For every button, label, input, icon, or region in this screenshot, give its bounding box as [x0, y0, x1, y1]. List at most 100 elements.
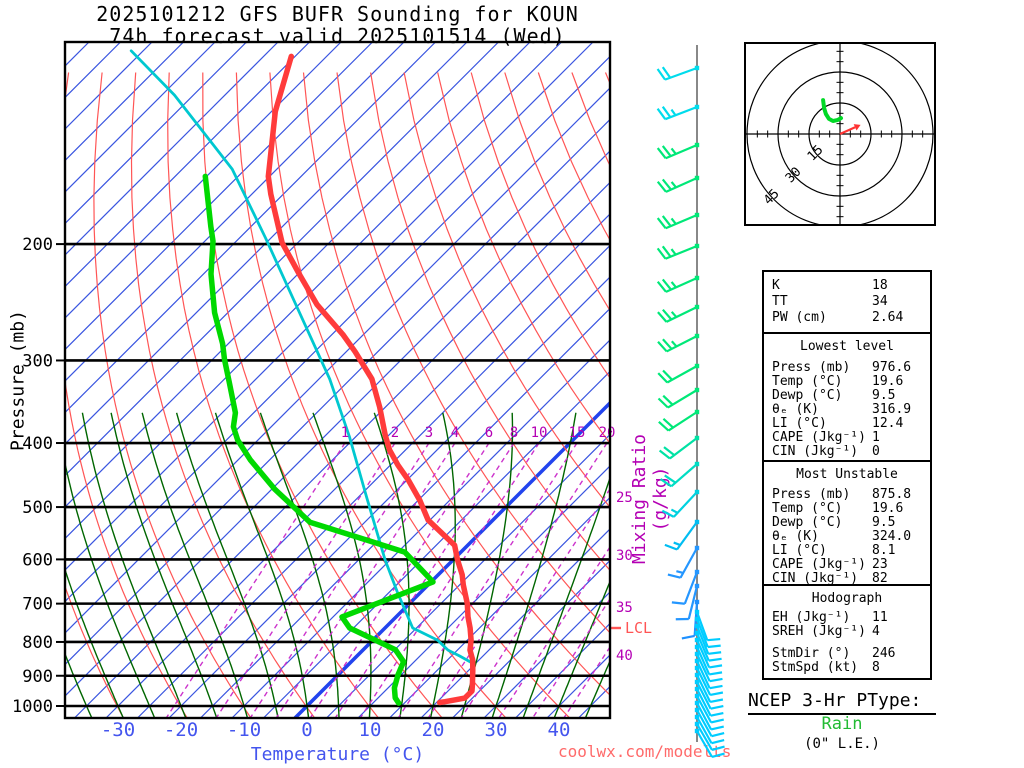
stat-value: 0	[872, 444, 880, 459]
table-row: Dewp (°C) 9.5	[764, 388, 930, 403]
stat-value: 8.1	[872, 543, 896, 558]
svg-text:-20: -20	[164, 719, 198, 741]
svg-text:2: 2	[391, 425, 399, 441]
stat-label: Dewp (°C)	[772, 515, 843, 530]
stat-value: 82	[872, 571, 888, 586]
stat-label: Temp (°C)	[772, 374, 843, 389]
watermark-url: coolwx.com/modelts	[558, 742, 732, 761]
table-row: StmSpd (kt) 8	[764, 660, 930, 675]
stat-value: 19.6	[872, 374, 904, 389]
panel-title: Most Unstable	[796, 467, 898, 482]
svg-text:3: 3	[425, 425, 433, 441]
svg-text:8: 8	[510, 425, 518, 441]
table-row: K 18	[764, 278, 930, 293]
stat-value: 4	[872, 624, 880, 639]
table-row: SREH (Jkg⁻¹) 4	[764, 624, 930, 639]
stat-value: 246	[872, 646, 896, 661]
table-row: θₑ (K) 316.9	[764, 402, 930, 417]
svg-text:600: 600	[22, 550, 53, 570]
stat-label: CIN (Jkg⁻¹)	[772, 444, 859, 459]
table-row: Temp (°C) 19.6	[764, 374, 930, 389]
stat-label: θₑ (K)	[772, 402, 819, 417]
stat-value: 8	[872, 660, 880, 675]
stat-value: 976.6	[872, 360, 912, 375]
ptype-title: NCEP 3-Hr PType:	[748, 690, 936, 715]
table-row: TT 34	[764, 294, 930, 309]
svg-text:4: 4	[451, 425, 459, 441]
table-row: CAPE (Jkg⁻¹) 1	[764, 430, 930, 445]
index-label: TT	[772, 294, 788, 309]
svg-text:15: 15	[569, 425, 586, 441]
hodograph-stats-panel: Hodograph EH (Jkg⁻¹) 11 SREH (Jkg⁻¹) 4 Stm…	[762, 584, 932, 680]
index-label: K	[772, 278, 780, 293]
svg-text:40: 40	[616, 648, 633, 664]
table-row: CAPE (Jkg⁻¹) 23	[764, 557, 930, 572]
stat-value: 23	[872, 557, 888, 572]
table-row: LI (°C) 12.4	[764, 416, 930, 431]
stat-value: 9.5	[872, 515, 896, 530]
svg-text:400: 400	[22, 434, 53, 454]
stat-label: CAPE (Jkg⁻¹)	[772, 430, 866, 445]
svg-text:10: 10	[531, 425, 548, 441]
stat-value: 1	[872, 430, 880, 445]
lowest-level-panel: Lowest level Press (mb) 976.6 Temp (°C) 19…	[762, 332, 932, 464]
svg-text:40: 40	[548, 719, 571, 741]
table-row: Press (mb) 976.6	[764, 360, 930, 375]
ptype-value: Rain	[821, 714, 863, 734]
most-unstable-panel: Most Unstable Press (mb) 875.8 Temp (°C) 1…	[762, 460, 932, 588]
table-row: θₑ (K) 324.0	[764, 529, 930, 544]
panel-title: Lowest level	[800, 339, 894, 354]
stat-label: StmDir (°)	[772, 646, 851, 661]
table-row: CIN (Jkg⁻¹) 82	[764, 571, 930, 586]
svg-text:500: 500	[22, 498, 53, 518]
stat-value: 9.5	[872, 388, 896, 403]
stat-label: LI (°C)	[772, 543, 827, 558]
svg-text:20: 20	[599, 425, 616, 441]
table-row: Temp (°C) 19.6	[764, 501, 930, 516]
stat-label: Press (mb)	[772, 487, 851, 502]
svg-text:700: 700	[22, 595, 53, 615]
stat-value: 324.0	[872, 529, 912, 544]
chart-title-line1: 2025101212 GFS BUFR Sounding for KOUN	[96, 2, 579, 26]
stat-value: 19.6	[872, 501, 904, 516]
stat-label: SREH (Jkg⁻¹)	[772, 624, 866, 639]
index-label: PW (cm)	[772, 310, 827, 325]
index-value: 18	[872, 278, 888, 293]
stat-label: LI (°C)	[772, 416, 827, 431]
stat-label: Temp (°C)	[772, 501, 843, 516]
svg-text:-30: -30	[101, 719, 135, 741]
stat-label: CIN (Jkg⁻¹)	[772, 571, 859, 586]
stat-value: 11	[872, 610, 888, 625]
chart-title-line2: 74h forecast valid 2025101514 (Wed)	[109, 24, 566, 48]
svg-text:300: 300	[22, 351, 53, 371]
stat-value: 316.9	[872, 402, 912, 417]
table-row: Press (mb) 875.8	[764, 487, 930, 502]
svg-text:30: 30	[485, 719, 508, 741]
indices-panel: K 18 TT 34 PW (cm) 2.64	[762, 270, 932, 336]
index-value: 2.64	[872, 310, 904, 325]
stat-label: EH (Jkg⁻¹)	[772, 610, 851, 625]
table-row: PW (cm) 2.64	[764, 310, 930, 325]
stat-value: 875.8	[872, 487, 912, 502]
table-row: Dewp (°C) 9.5	[764, 515, 930, 530]
table-row: LI (°C) 8.1	[764, 543, 930, 558]
stat-label: θₑ (K)	[772, 529, 819, 544]
stat-label: Dewp (°C)	[772, 388, 843, 403]
table-row: EH (Jkg⁻¹) 11	[764, 610, 930, 625]
stat-value: 12.4	[872, 416, 904, 431]
svg-text:25: 25	[616, 490, 633, 506]
stat-label: CAPE (Jkg⁻¹)	[772, 557, 866, 572]
ptype-liquid-equivalent: (0" L.E.)	[804, 736, 880, 752]
svg-text:20: 20	[422, 719, 445, 741]
svg-text:10: 10	[359, 719, 382, 741]
table-row: StmDir (°) 246	[764, 646, 930, 661]
svg-text:800: 800	[22, 633, 53, 653]
temperature-axis-title: Temperature (°C)	[250, 744, 425, 765]
svg-text:900: 900	[22, 667, 53, 687]
svg-text:30: 30	[616, 548, 633, 564]
stat-label: Press (mb)	[772, 360, 851, 375]
svg-text:LCL: LCL	[625, 619, 652, 637]
stat-label: StmSpd (kt)	[772, 660, 859, 675]
